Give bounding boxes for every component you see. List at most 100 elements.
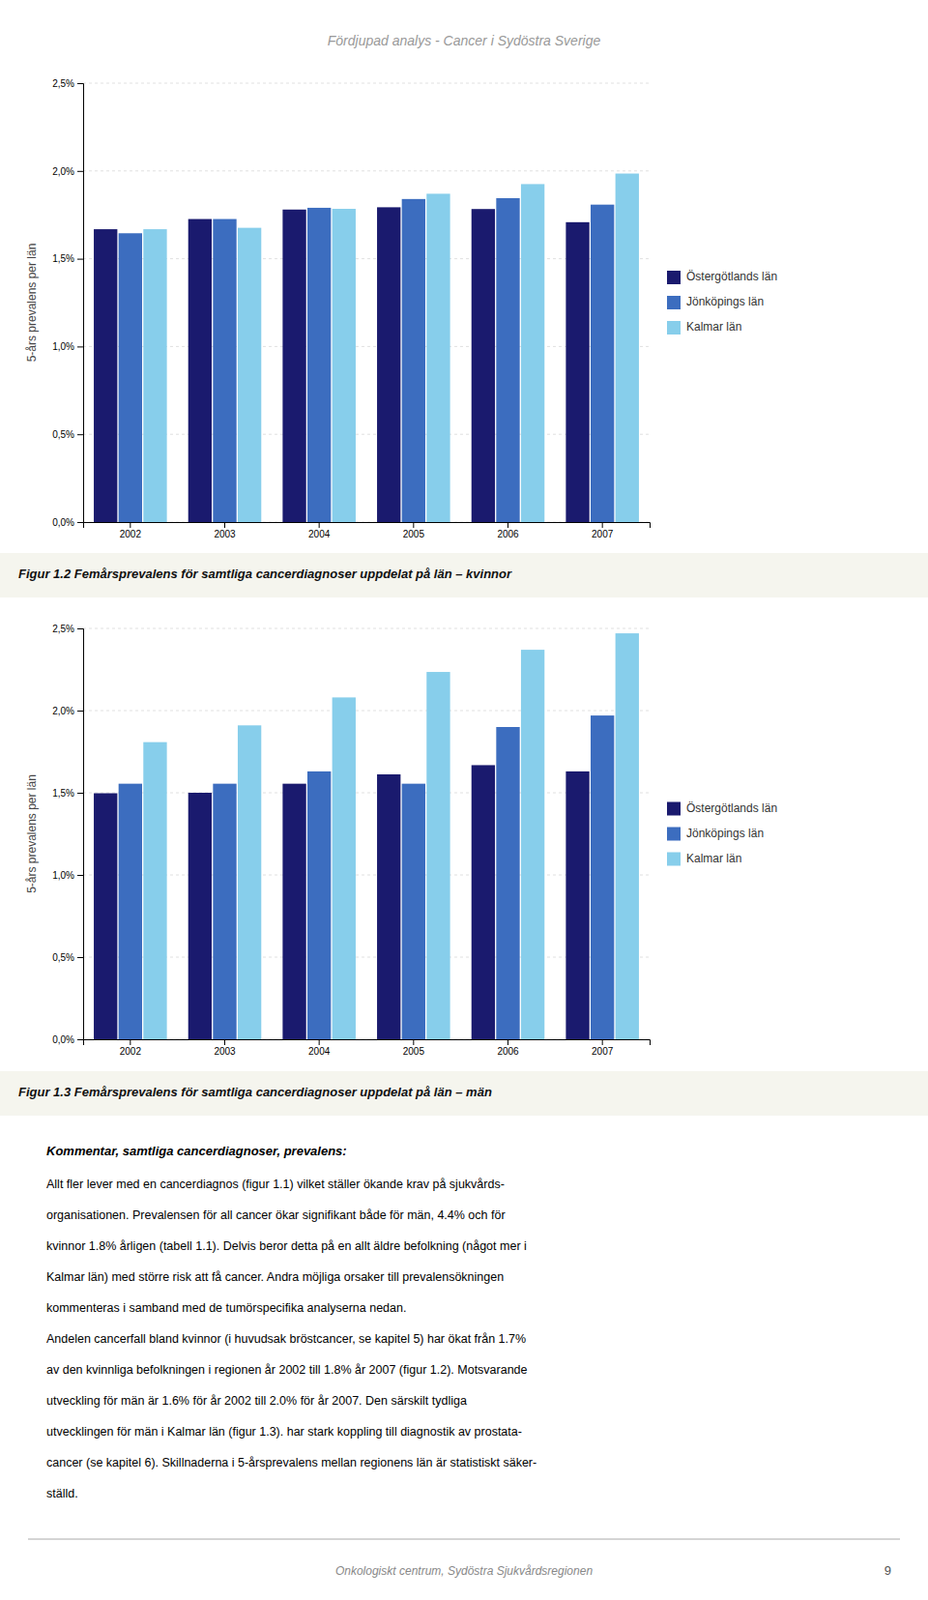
bar [402,199,426,522]
x-tick-label: 2007 [591,528,614,540]
bar [188,219,212,522]
x-tick-label: 2002 [119,528,143,540]
x-tick: 2006 [496,522,520,540]
x-tick-mark [129,522,131,528]
y-tick-mark [77,628,84,630]
y-tick-label: 2,5% [52,78,75,89]
legend-swatch [667,852,681,867]
x-tick-label: 2005 [403,528,426,540]
bar [590,204,614,522]
y-tick-mark [77,874,84,876]
page-number: 9 [884,1563,892,1578]
bar [212,219,236,522]
y-tick-label: 0,0% [52,1034,75,1045]
grid-line [83,258,650,260]
y-tick-label: 1,5% [52,253,75,264]
y-axis-line [77,84,85,523]
grid-line [83,874,650,876]
grid-line [83,792,650,794]
y-tick-mark [77,171,84,173]
y-tick-mark [77,434,84,435]
bar [521,183,545,522]
y-tick-mark [77,957,84,958]
footer: Onkologiskt centrum, Sydöstra Sjukvårdsr… [28,1538,900,1578]
x-tick-mark [602,522,604,528]
y-tick-label: 0,5% [52,429,75,440]
x-tick: 2003 [213,522,236,540]
x-tick-mark [319,522,320,528]
legend-label: Östergötlands län [686,801,778,815]
y-tick: 2,5% [52,78,84,89]
bar [377,774,401,1040]
x-tick-label: 2003 [213,1045,236,1057]
y-tick: 2,0% [52,166,84,177]
grid-line [83,957,650,958]
y-tick-mark [77,346,84,348]
body-line: Allt fler lever med en cancerdiagnos (fi… [46,1177,505,1191]
body-line: Andelen cancerfall bland kvinnor (i huvu… [46,1332,526,1346]
chart-title: Figur 1.3 Femårsprevalens för samtliga c… [18,1084,493,1100]
bar [93,793,117,1040]
bar [332,696,356,1040]
y-tick: 0,0% [52,517,84,528]
legend-swatch [667,802,681,816]
caption-band [0,552,928,598]
y-tick: 1,5% [52,253,84,264]
bar [521,649,545,1040]
body-line: Kalmar län) med större risk att få cance… [46,1270,504,1284]
x-tick-mark [412,1039,414,1045]
body-line: kommenteras i samband med de tumörspecif… [46,1301,406,1315]
x-tick: 2002 [119,1039,143,1057]
bar [143,229,167,522]
x-tick-label: 2003 [213,528,236,540]
body-text: Kommentar, samtliga cancerdiagnoser, pre… [46,1143,537,1501]
legend-label: Jönköpings län [686,826,764,841]
bars [93,633,639,1040]
x-tick-label: 2004 [308,1045,331,1057]
y-tick: 1,5% [52,787,84,799]
y-tick-label: 1,0% [52,341,75,352]
grid-line [83,434,650,435]
footer-rule [28,1538,900,1540]
legend: Östergötlands länJönköpings länKalmar lä… [667,269,778,335]
y-tick-label: 1,5% [52,787,75,799]
grid-line [83,83,650,85]
x-tick-mark [224,522,226,528]
y-tick-mark [77,1039,84,1041]
y-tick-mark [77,522,84,523]
body-line: av den kvinnliga befolkningen i regionen… [46,1363,528,1377]
x-tick-mark [507,1039,509,1045]
x-tick-label: 2005 [403,1045,426,1057]
legend-swatch [667,270,681,285]
bar [471,208,495,522]
bar [426,671,450,1040]
body-line: utvecklingen för män i Kalmar län (figur… [46,1424,522,1439]
bar [307,771,331,1040]
bar [307,207,331,522]
bar [565,222,589,522]
grid-line [83,170,650,172]
x-tick-mark [412,522,414,528]
legend-swatch [667,827,681,841]
bar [282,783,306,1040]
grid [83,628,650,1040]
y-axis-title: 5-års prevalens per län [25,243,39,363]
bar [615,174,639,522]
legend-label: Jönköpings län [686,294,764,309]
x-tick: 2006 [496,1039,520,1057]
x-tick-label: 2006 [496,1045,520,1057]
chart: 2002 2003 2004 2005 2006 2007 0,0% 0,5% 1,0% 1,5%… [0,78,928,598]
bar [93,229,117,522]
legend-label: Kalmar län [686,319,742,334]
y-axis-line [77,629,85,1041]
bar [118,783,143,1040]
caption-band [0,1071,928,1116]
x-tick: 2004 [308,522,331,540]
y-tick-label: 2,0% [52,705,75,717]
bars [93,174,639,522]
x-tick: 2004 [308,1039,331,1057]
header-title: Fördjupad analys - Cancer i Sydöstra Sve… [327,32,602,49]
bar-series [143,174,639,522]
body-line: ställd. [46,1486,79,1501]
footer-title: Onkologiskt centrum, Sydöstra Sjukvårdsr… [335,1564,593,1578]
